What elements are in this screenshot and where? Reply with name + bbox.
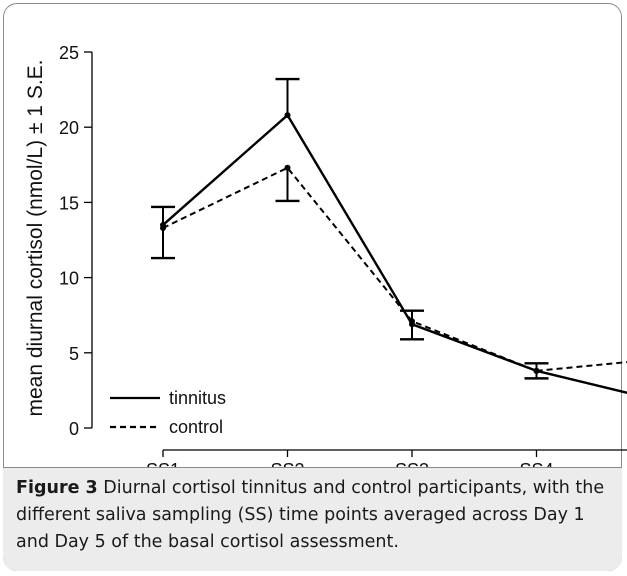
- y-tick-label: 0: [69, 419, 79, 439]
- x-tick-label: SS4: [519, 460, 553, 467]
- caption-background: [3, 467, 622, 571]
- x-tick-label: SS2: [270, 460, 304, 467]
- series-line-tinnitus: [162, 113, 627, 394]
- series-layer: [151, 77, 627, 394]
- legend: tinnitus control: [110, 388, 226, 437]
- y-tick-label: 25: [59, 43, 79, 63]
- y-axis-label: mean diurnal cortisol (nmol/L) ± 1 S.E.: [24, 60, 47, 417]
- axes: 0510152025SS1SS2SS3SS4SS5: [59, 43, 627, 467]
- figure-caption: Figure 3 Diurnal cortisol tinnitus and c…: [16, 475, 616, 556]
- y-tick-label: 20: [59, 118, 79, 138]
- y-tick-label: 5: [69, 344, 79, 364]
- figure-label: Figure 3: [16, 478, 98, 498]
- x-tick-label: SS3: [395, 460, 429, 467]
- x-tick-label: SS1: [146, 460, 180, 467]
- line-chart: 0510152025SS1SS2SS3SS4SS5 tinnituscontro…: [24, 43, 627, 467]
- legend-label-tinnitus: tinnitus: [169, 388, 226, 408]
- y-tick-label: 15: [59, 193, 79, 213]
- figure-caption-text: Diurnal cortisol tinnitus and control pa…: [16, 478, 605, 552]
- legend-label-control: control: [169, 417, 223, 437]
- series-line-control: [162, 166, 627, 372]
- y-tick-label: 10: [59, 269, 79, 289]
